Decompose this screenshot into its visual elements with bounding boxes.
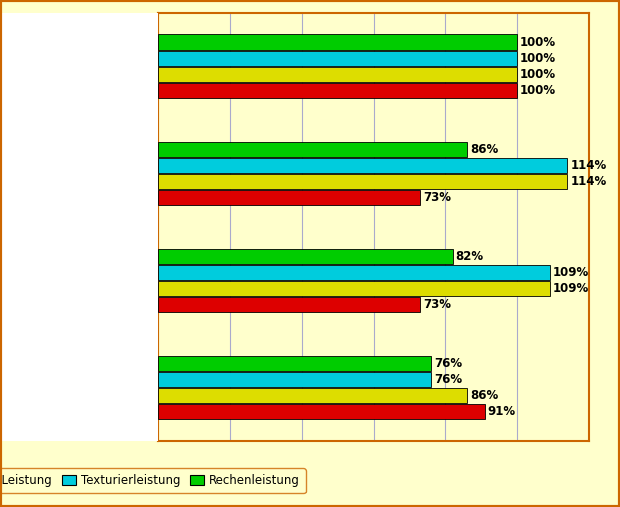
Bar xyxy=(158,141,467,157)
Bar xyxy=(158,51,517,66)
Bar xyxy=(158,34,517,50)
Text: 100%: 100% xyxy=(520,52,556,65)
Bar xyxy=(158,190,420,205)
Text: 100%: 100% xyxy=(520,84,556,97)
Bar xyxy=(158,83,517,98)
Text: 109%: 109% xyxy=(552,282,588,295)
Text: Radeon HD 7950: Radeon HD 7950 xyxy=(40,381,151,394)
Text: 76%: 76% xyxy=(434,373,462,386)
Bar xyxy=(158,388,467,403)
Bar xyxy=(158,281,549,296)
Text: 82%: 82% xyxy=(456,250,484,263)
Text: 76%: 76% xyxy=(434,357,462,370)
Bar xyxy=(158,265,549,280)
Text: 100%: 100% xyxy=(520,35,556,49)
Text: 86%: 86% xyxy=(470,389,498,402)
Text: 91%: 91% xyxy=(488,405,516,418)
Text: 114%: 114% xyxy=(570,175,606,188)
Text: 73%: 73% xyxy=(423,191,451,204)
Legend: Bandbreite, ROP-Leistung, Texturierleistung, Rechenleistung: Bandbreite, ROP-Leistung, Texturierleist… xyxy=(0,468,306,493)
Text: 109%: 109% xyxy=(552,266,588,279)
Text: GeForce GTX 680 (base
clock): GeForce GTX 680 (base clock) xyxy=(0,267,151,295)
Text: 100%: 100% xyxy=(520,68,556,81)
Bar xyxy=(158,66,517,82)
Text: 86%: 86% xyxy=(470,143,498,156)
Bar xyxy=(158,356,431,371)
Bar xyxy=(158,372,431,387)
Bar xyxy=(158,404,485,419)
Text: 73%: 73% xyxy=(423,298,451,311)
Text: GeForce GTX 680 (boost
clock): GeForce GTX 680 (boost clock) xyxy=(0,159,151,187)
Text: 114%: 114% xyxy=(570,159,606,172)
Bar xyxy=(158,249,453,264)
Bar xyxy=(158,174,567,189)
Text: Radeon HD 7970: Radeon HD 7970 xyxy=(40,60,151,73)
Bar xyxy=(158,158,567,173)
Bar xyxy=(158,297,420,312)
